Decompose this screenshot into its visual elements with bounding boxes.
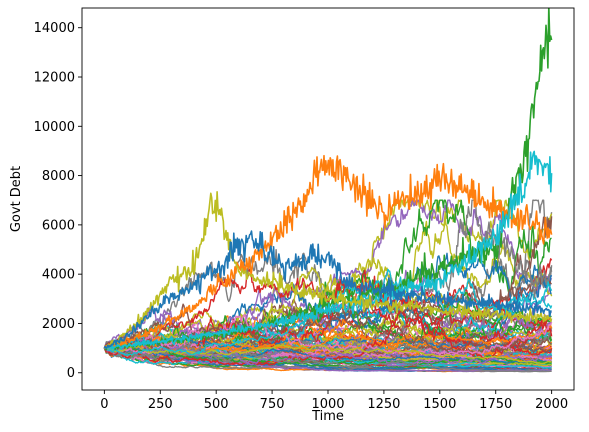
y-tick-label: 14000: [34, 21, 75, 36]
series-line-85: [103, 347, 552, 372]
highlighted-series-line-5: [103, 230, 552, 350]
x-tick-label: 750: [260, 397, 285, 412]
x-tick-label: 2000: [535, 397, 568, 412]
series-lines: [103, 8, 553, 373]
highlighted-series-line-3: [104, 150, 553, 350]
y-tick-label: 4000: [42, 268, 75, 283]
x-tick-label: 0: [100, 397, 108, 412]
series-line-71: [104, 342, 552, 372]
y-tick-label: 12000: [34, 71, 75, 86]
x-tick-label: 500: [204, 397, 229, 412]
x-tick-label: 1750: [479, 397, 512, 412]
highlighted-series-line-2: [103, 154, 553, 350]
series-line-97: [103, 314, 553, 356]
highlighted-series-line-4: [104, 191, 553, 349]
x-tick-label: 250: [148, 397, 173, 412]
series-line-94: [103, 306, 553, 366]
x-tick-label: 1250: [367, 397, 400, 412]
y-tick-label: 10000: [34, 120, 75, 135]
series-line-98: [104, 344, 552, 373]
y-tick-label: 2000: [42, 317, 75, 332]
x-tick-label: 1000: [311, 397, 344, 412]
y-axis-ticks: 0 2000 4000 6000 8000 10000 12000 14000: [34, 21, 82, 381]
y-axis-label: Govt Debt: [9, 166, 24, 232]
x-tick-label: 1500: [423, 397, 456, 412]
y-tick-label: 0: [67, 366, 75, 381]
x-axis-ticks: 0 250 500 750 1000 1250 1500 1750 2000: [100, 390, 568, 412]
y-tick-label: 6000: [42, 218, 75, 233]
x-axis-label: Time: [311, 409, 344, 424]
y-tick-label: 8000: [42, 169, 75, 184]
